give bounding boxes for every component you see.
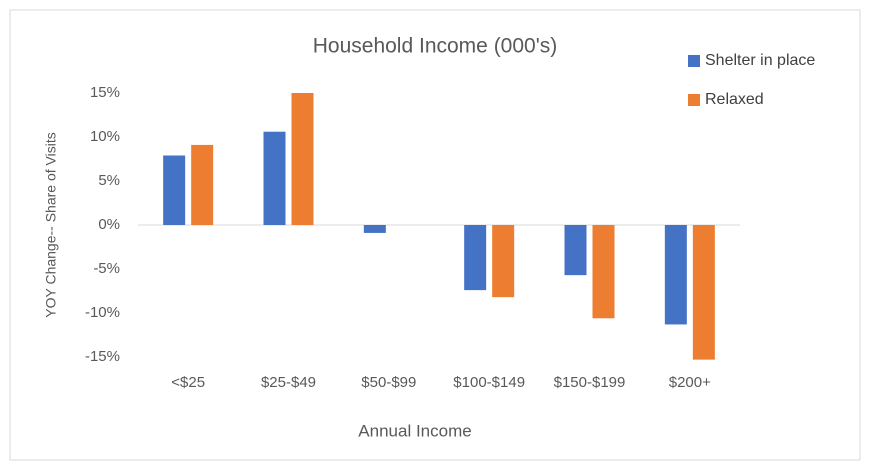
bar — [692, 225, 715, 360]
y-tick-label: 15% — [90, 84, 120, 101]
bar — [291, 93, 314, 225]
legend-label: Shelter in place — [705, 52, 815, 69]
bar — [464, 225, 487, 291]
legend-swatch — [688, 94, 700, 106]
legend-label: Relaxed — [705, 91, 764, 108]
bar — [263, 131, 286, 225]
x-tick-label: $50-$99 — [361, 374, 416, 391]
chart-title: Household Income (000's) — [313, 35, 557, 58]
x-tick-label: $100-$149 — [453, 374, 525, 391]
bar — [363, 225, 386, 233]
x-tick-label: $150-$199 — [554, 374, 626, 391]
y-axis-label: YOY Change-- Share of Visits — [43, 132, 59, 317]
x-tick-label: $25-$49 — [261, 374, 316, 391]
y-tick-label: -15% — [85, 348, 120, 365]
bar — [592, 225, 615, 319]
bar — [163, 155, 186, 225]
y-tick-label: -5% — [93, 260, 120, 277]
bar — [191, 144, 214, 225]
x-tick-label: $200+ — [669, 374, 711, 391]
y-tick-label: 5% — [98, 172, 120, 189]
bar — [564, 225, 587, 276]
y-tick-label: 10% — [90, 128, 120, 145]
legend-swatch — [688, 55, 700, 67]
bar — [492, 225, 515, 298]
y-tick-label: -10% — [85, 304, 120, 321]
chart-frame — [9, 9, 861, 461]
y-tick-label: 0% — [98, 216, 120, 233]
x-tick-label: <$25 — [171, 374, 205, 391]
bar — [664, 225, 687, 325]
x-axis-label: Annual Income — [358, 421, 471, 440]
